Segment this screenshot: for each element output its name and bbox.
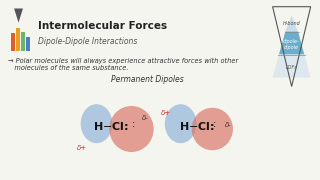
Text: H$-$Cl:: H$-$Cl: — [93, 120, 129, 132]
Ellipse shape — [109, 106, 154, 152]
Text: Permanent Dipoles: Permanent Dipoles — [111, 75, 184, 84]
Text: :: : — [213, 119, 216, 129]
Polygon shape — [273, 55, 311, 78]
Text: :: : — [132, 119, 135, 129]
Text: δ+: δ+ — [161, 110, 171, 116]
Ellipse shape — [165, 104, 196, 143]
FancyBboxPatch shape — [26, 37, 30, 51]
Text: δ-: δ- — [142, 115, 149, 121]
Text: H$-$Cl:: H$-$Cl: — [179, 120, 214, 132]
FancyBboxPatch shape — [21, 31, 25, 51]
Text: dipole-
dipole: dipole- dipole — [283, 39, 300, 50]
Polygon shape — [279, 31, 304, 55]
FancyBboxPatch shape — [11, 33, 15, 51]
Ellipse shape — [192, 108, 233, 150]
Text: δ+: δ+ — [77, 145, 87, 152]
Text: H-bond: H-bond — [283, 21, 300, 26]
FancyBboxPatch shape — [16, 28, 20, 51]
Polygon shape — [14, 8, 23, 23]
Text: LDFs: LDFs — [286, 65, 298, 70]
Ellipse shape — [81, 104, 112, 143]
Text: → Polar molecules will always experience attractive forces with other
   molecul: → Polar molecules will always experience… — [8, 58, 238, 71]
Text: Intermolecular Forces: Intermolecular Forces — [38, 21, 167, 31]
Polygon shape — [285, 15, 298, 32]
Text: Dipole-Dipole Interactions: Dipole-Dipole Interactions — [38, 37, 137, 46]
Text: δ-: δ- — [225, 122, 232, 129]
